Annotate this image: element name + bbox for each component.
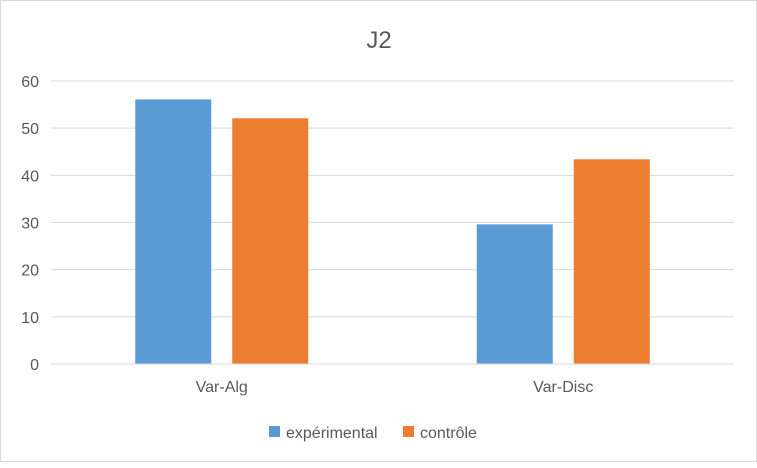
chart-title: J2: [366, 27, 391, 54]
y-tick-label: 60: [21, 74, 39, 91]
bar-var-disc-1: [573, 159, 650, 364]
x-tick-label: Var-Disc: [533, 379, 593, 396]
legend-swatch: [403, 426, 414, 437]
bar-var-alg-1: [232, 118, 309, 365]
legend-label: contrôle: [420, 425, 477, 442]
y-tick-label: 10: [21, 310, 39, 327]
y-tick-label: 40: [21, 168, 39, 185]
y-tick-label: 50: [21, 121, 39, 138]
x-tick-label: Var-Alg: [196, 379, 248, 396]
y-tick-label: 30: [21, 216, 39, 233]
bar-var-alg-0: [135, 99, 212, 365]
y-tick-label: 20: [21, 263, 39, 280]
legend-swatch: [269, 426, 280, 437]
y-tick-label: 0: [30, 357, 39, 374]
legend-label: expérimental: [286, 425, 378, 442]
bar-var-disc-0: [476, 224, 553, 364]
